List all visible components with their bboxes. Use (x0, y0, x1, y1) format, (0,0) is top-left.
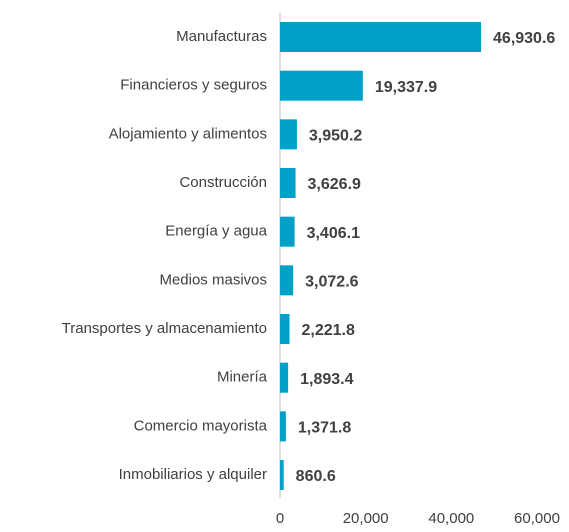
value-label: 3,072.6 (305, 274, 358, 291)
category-label: Comercio mayorista (134, 417, 268, 434)
category-label: Alojamiento y alimentos (109, 125, 267, 142)
bar (280, 119, 297, 150)
bar (280, 216, 295, 247)
category-label: Energía y agua (165, 223, 267, 240)
category-label: Financieros y seguros (120, 77, 267, 94)
category-label: Minería (217, 369, 268, 386)
category-label: Manufacturas (176, 28, 267, 45)
bar (280, 70, 363, 101)
x-tick-label: 20,000 (343, 510, 389, 527)
bar (280, 265, 294, 296)
value-label: 1,371.8 (298, 420, 351, 437)
value-label: 1,893.4 (300, 371, 353, 388)
x-tick-label: 0 (276, 510, 284, 527)
value-label: 860.6 (296, 468, 336, 485)
value-label: 3,950.2 (309, 128, 362, 145)
value-label: 2,221.8 (302, 322, 355, 339)
bar (280, 314, 290, 345)
category-label: Inmobiliarios y alquiler (119, 466, 267, 483)
bar (280, 22, 482, 52)
value-label: 3,406.1 (307, 225, 360, 242)
category-label: Medios masivos (159, 271, 267, 288)
category-label: Construcción (179, 174, 267, 191)
bar (280, 362, 289, 393)
bar (280, 460, 284, 491)
x-tick-label: 60,000 (514, 510, 560, 527)
x-tick-label: 40,000 (428, 510, 474, 527)
value-label: 46,930.6 (493, 30, 555, 47)
value-label: 3,626.9 (308, 176, 361, 193)
category-label: Transportes y almacenamiento (62, 320, 267, 337)
bar (280, 411, 286, 442)
value-label: 19,337.9 (375, 79, 437, 96)
bar (280, 168, 296, 199)
